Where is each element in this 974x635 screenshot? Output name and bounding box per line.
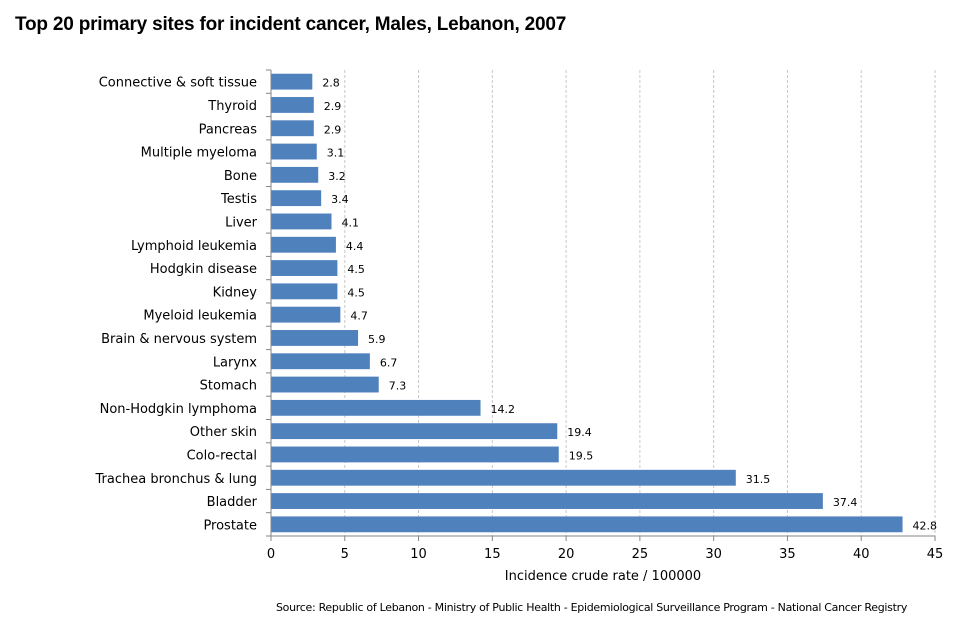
bar: [271, 399, 481, 416]
bar: [271, 213, 332, 230]
x-tick-label: 5: [341, 547, 349, 562]
value-label: 4.5: [347, 263, 365, 276]
bar: [271, 97, 314, 113]
value-label: 5.9: [368, 333, 386, 346]
value-label: 19.4: [567, 426, 592, 439]
x-tick-label: 35: [779, 547, 796, 562]
bar: [271, 516, 903, 533]
x-tick-label: 20: [558, 547, 575, 562]
source-note: Source: Republic of Lebanon - Ministry o…: [276, 601, 908, 614]
x-tick-label: 0: [267, 547, 275, 562]
value-label: 2.9: [324, 123, 342, 136]
value-label: 14.2: [491, 403, 516, 416]
value-label: 3.2: [328, 170, 346, 183]
bar: [271, 423, 558, 440]
value-label: 4.1: [341, 216, 359, 229]
bar: [271, 306, 341, 323]
category-label: Brain & nervous system: [101, 332, 257, 347]
bar: [271, 283, 338, 300]
category-label: Lymphoid leukemia: [131, 239, 257, 254]
bar: [271, 236, 336, 253]
category-label: Other skin: [190, 425, 257, 440]
value-label: 4.4: [346, 240, 364, 253]
category-label: Myeloid leukemia: [143, 309, 257, 324]
value-label: 3.1: [327, 147, 345, 160]
bar: [271, 376, 379, 393]
gridlines: [344, 70, 936, 536]
bar: [271, 330, 359, 346]
category-label: Testis: [220, 192, 257, 207]
bar: [271, 446, 559, 463]
bar: [271, 190, 322, 207]
value-label: 31.5: [746, 473, 771, 486]
bar: [271, 260, 338, 276]
category-label: Colo-rectal: [187, 448, 257, 463]
value-label: 2.8: [322, 77, 340, 90]
value-label: 3.4: [331, 193, 349, 206]
category-label: Bone: [224, 169, 257, 184]
chart-title: Top 20 primary sites for incident cancer…: [15, 14, 567, 35]
category-label: Hodgkin disease: [150, 262, 257, 277]
category-label: Prostate: [203, 518, 257, 533]
bar: [271, 469, 736, 486]
bar: [271, 353, 370, 370]
value-label: 42.8: [913, 519, 938, 532]
bar: [271, 143, 317, 160]
category-label: Pancreas: [199, 122, 258, 137]
category-label: Multiple myeloma: [141, 146, 257, 161]
value-label: 19.5: [569, 449, 594, 462]
x-tick-label: 45: [927, 547, 944, 562]
category-label: Connective & soft tissue: [99, 76, 257, 91]
category-label: Liver: [225, 215, 258, 230]
category-label: Stomach: [200, 379, 257, 394]
bar: [271, 166, 319, 183]
bar: [271, 73, 313, 90]
bar: [271, 120, 314, 137]
category-label: Non-Hodgkin lymphoma: [100, 402, 257, 417]
labels: Connective & soft tissue 2.8 Thyroid 2.9 Pan…: [95, 76, 944, 562]
bars: [271, 73, 903, 533]
x-axis-title: Incidence crude rate / 100000: [505, 569, 701, 584]
value-label: 2.9: [324, 100, 342, 113]
category-label: Thyroid: [207, 99, 257, 114]
value-label: 37.4: [833, 496, 858, 509]
category-label: Larynx: [213, 355, 257, 370]
x-tick-label: 10: [410, 547, 427, 562]
category-label: Bladder: [207, 495, 258, 510]
bar: [271, 493, 823, 509]
category-label: Kidney: [213, 285, 258, 300]
x-tick-label: 25: [632, 547, 649, 562]
value-label: 6.7: [380, 356, 398, 369]
x-tick-label: 30: [705, 547, 722, 562]
x-tick-label: 15: [484, 547, 501, 562]
x-tick-label: 40: [853, 547, 870, 562]
value-label: 7.3: [389, 380, 407, 393]
axes: [266, 69, 936, 541]
value-label: 4.5: [347, 286, 365, 299]
category-label: Trachea bronchus & lung: [95, 472, 257, 487]
value-label: 4.7: [350, 310, 368, 323]
